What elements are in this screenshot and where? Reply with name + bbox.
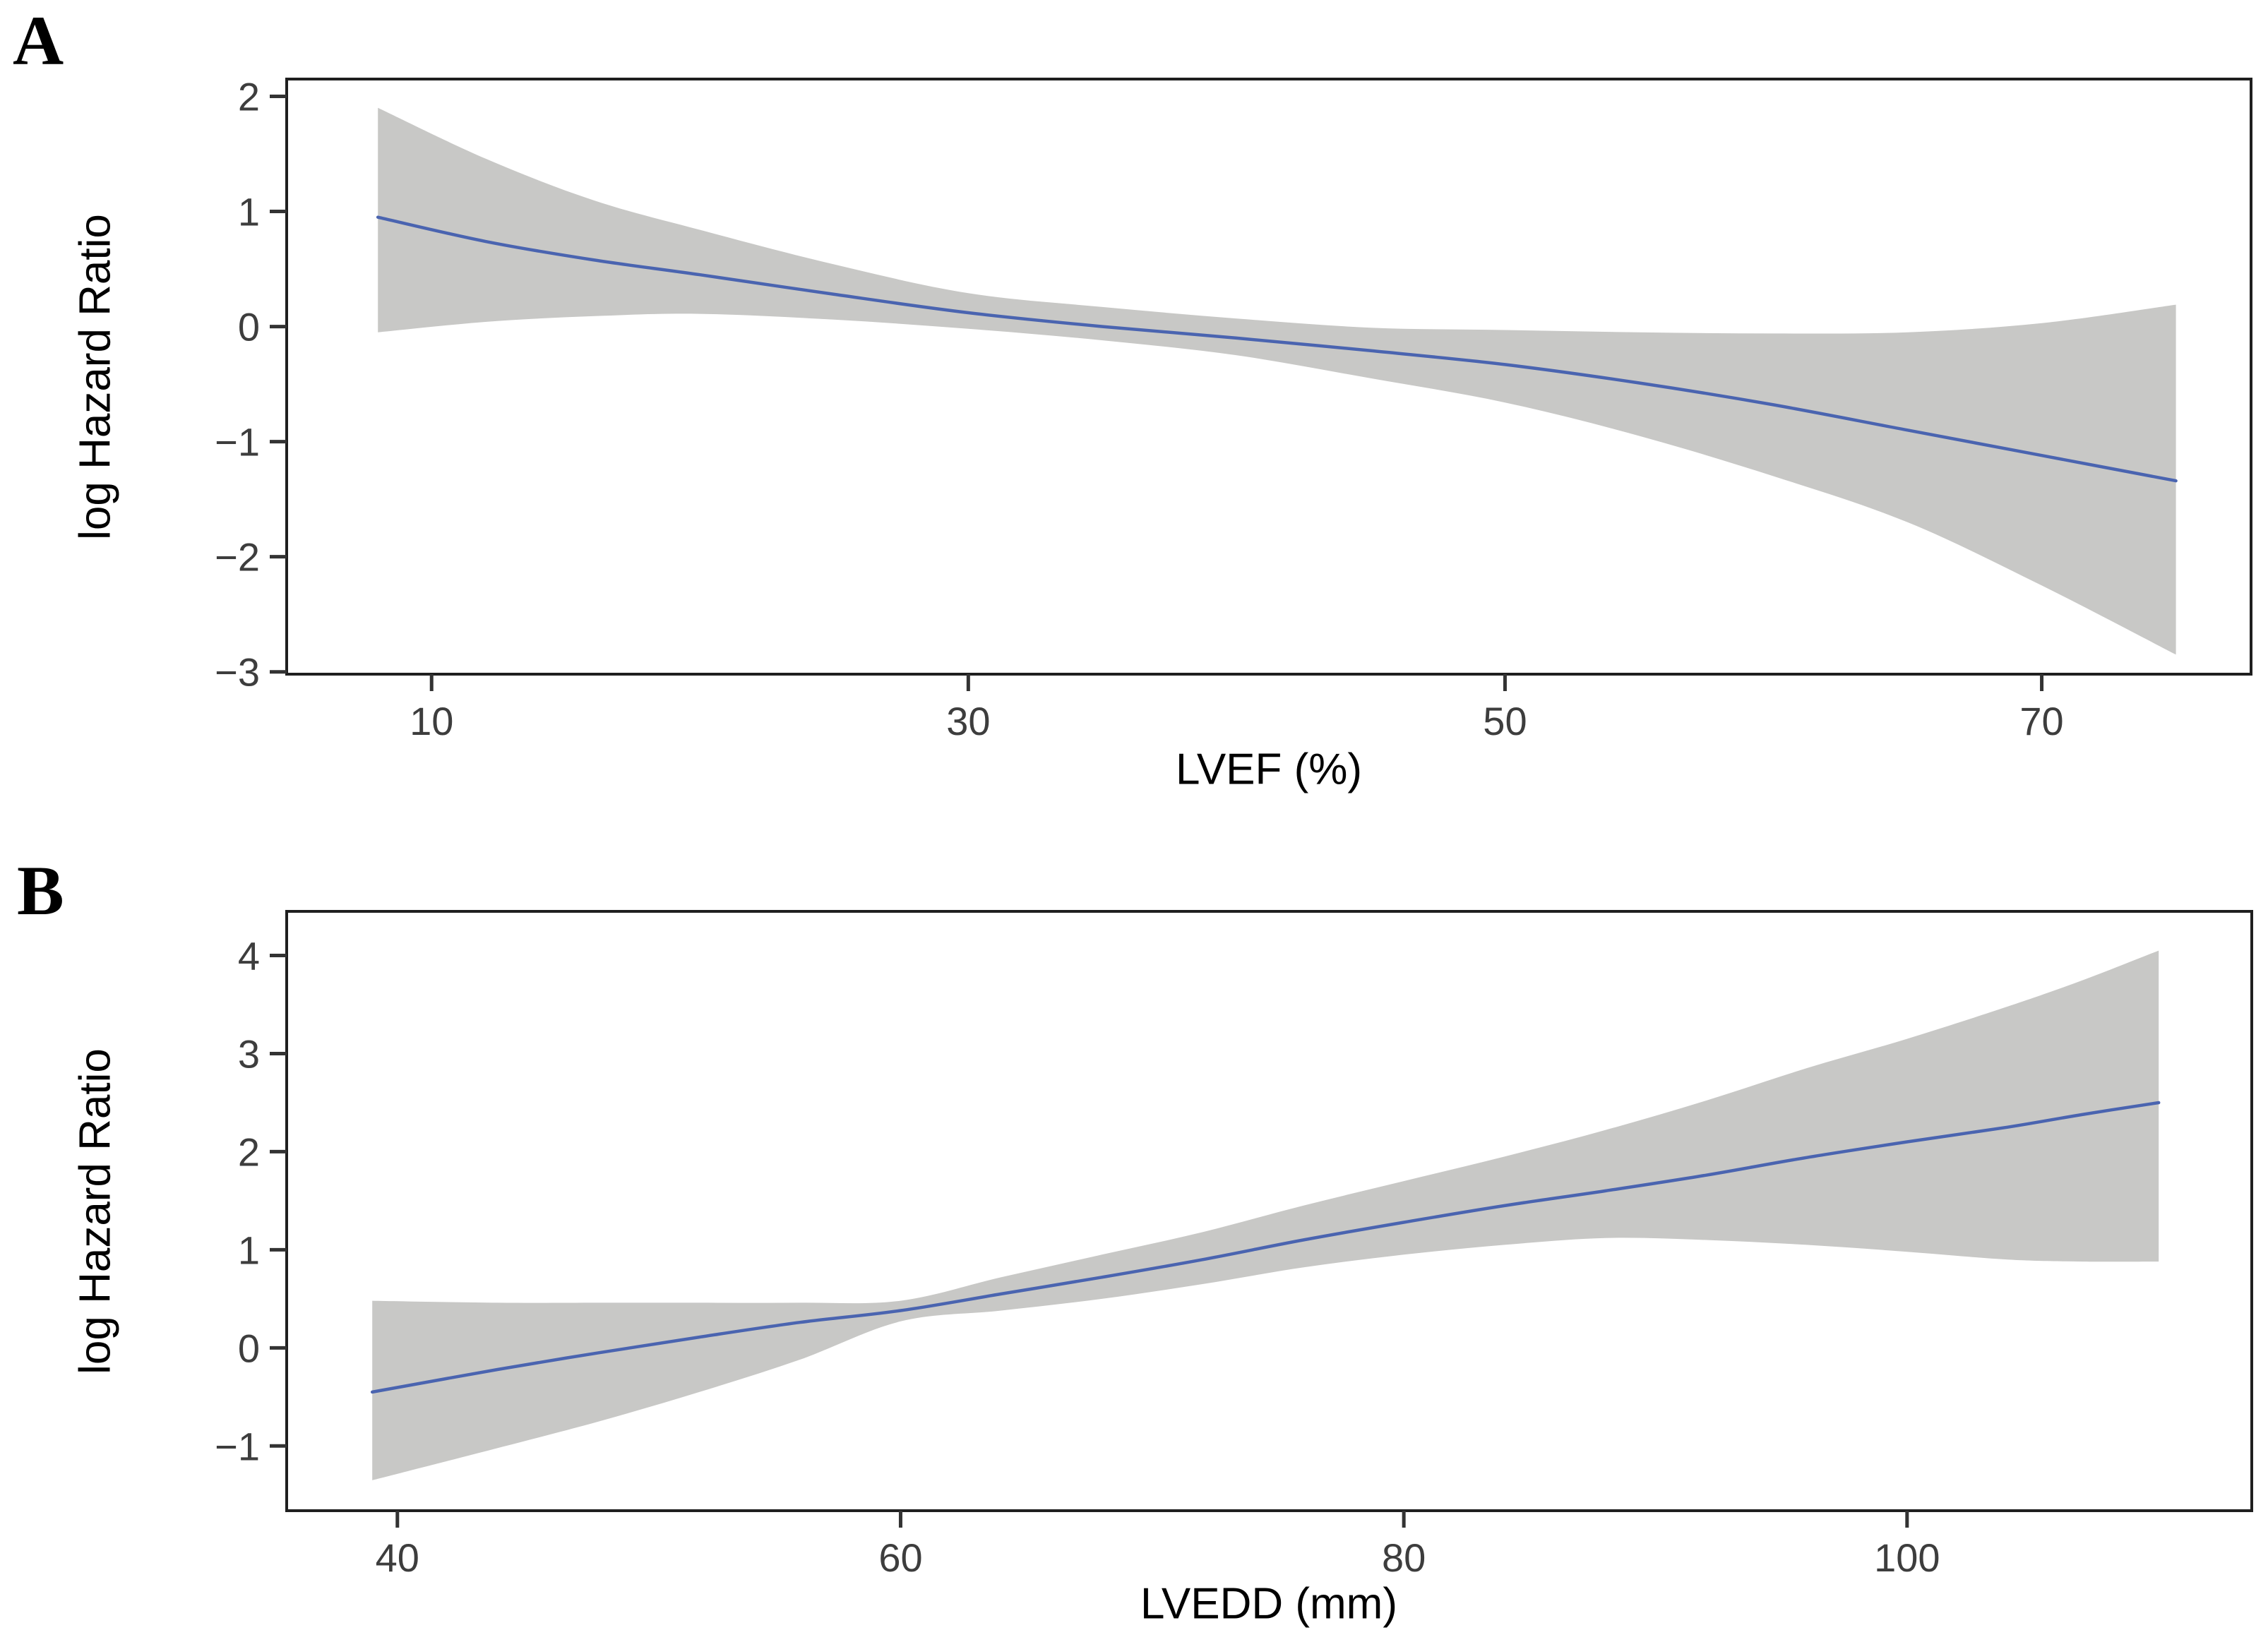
y-tick-label: 1 bbox=[238, 1228, 260, 1272]
x-tick-label: 50 bbox=[1483, 699, 1527, 743]
x-tick-label: 30 bbox=[946, 699, 990, 743]
x-tick-label: 40 bbox=[376, 1535, 419, 1580]
y-tick-label: −2 bbox=[215, 535, 260, 580]
y-tick-label: −1 bbox=[215, 420, 260, 465]
y-tick-label: −1 bbox=[215, 1424, 260, 1468]
y-tick-label: 2 bbox=[238, 74, 260, 119]
panel-a-x-axis-label: LVEF (%) bbox=[1175, 745, 1363, 794]
confidence-band bbox=[372, 950, 2159, 1480]
y-tick-label: 0 bbox=[238, 1326, 260, 1370]
y-tick-label: 0 bbox=[238, 305, 260, 349]
y-tick-label: 2 bbox=[238, 1129, 260, 1174]
confidence-band bbox=[378, 107, 2176, 655]
y-tick-label: −3 bbox=[215, 650, 260, 695]
panel-border bbox=[285, 910, 2253, 1512]
estimate-line bbox=[370, 1101, 2161, 1394]
panel-b-letter: B bbox=[17, 851, 64, 930]
y-tick-label: 3 bbox=[238, 1031, 260, 1076]
x-tick-label: 70 bbox=[2019, 699, 2063, 743]
x-tick-label: 60 bbox=[878, 1535, 922, 1580]
panel-border bbox=[285, 78, 2252, 676]
estimate-line bbox=[376, 215, 2178, 483]
panel-b: 40 60 80 100 4 3 2 1 0 −1 bbox=[215, 910, 2253, 1580]
y-tick-label: 4 bbox=[238, 934, 260, 978]
x-tick-label: 80 bbox=[1382, 1535, 1426, 1580]
x-tick-label: 100 bbox=[1874, 1535, 1940, 1580]
panel-a-letter: A bbox=[13, 1, 64, 80]
x-tick-label: 10 bbox=[410, 699, 453, 743]
panel-b-x-axis-label: LVEDD (mm) bbox=[1140, 1579, 1397, 1629]
y-tick-label: 1 bbox=[238, 190, 260, 234]
